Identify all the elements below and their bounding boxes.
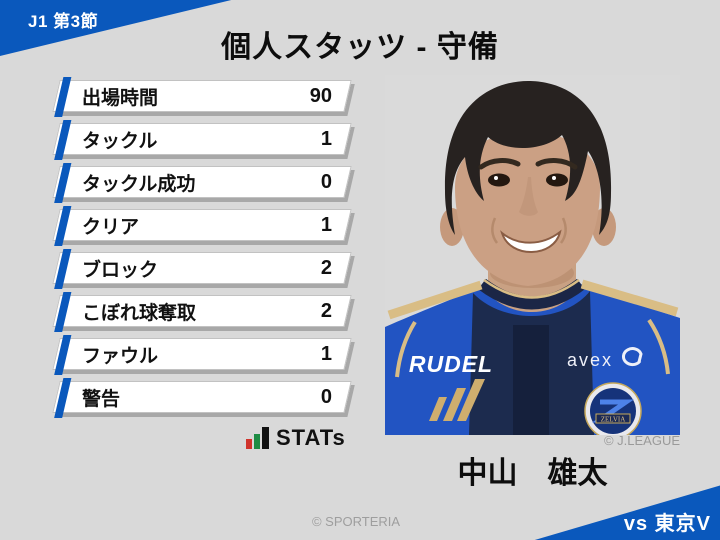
table-row: タックル成功 0 bbox=[52, 163, 352, 203]
stat-label: ファウル bbox=[82, 345, 159, 367]
crest-text: ZELVIA bbox=[601, 416, 626, 424]
table-row: こぼれ球奪取 2 bbox=[52, 292, 352, 332]
stat-label: クリア bbox=[82, 216, 140, 238]
jersey-sponsor-left: RUDEL bbox=[409, 351, 493, 377]
player-photo: RUDEL avex ZELVIA bbox=[385, 75, 680, 435]
stats-table: 出場時間 90 タックル 1 タックル成功 0 クリア 1 ブロック 2 こぼれ球奪取 2 … bbox=[52, 77, 352, 424]
table-row: ファウル 1 bbox=[52, 335, 352, 375]
stat-value: 0 bbox=[320, 385, 332, 408]
bar-chart-icon bbox=[246, 427, 269, 449]
site-credit: © SPORTERIA bbox=[311, 514, 401, 529]
stat-label: 出場時間 bbox=[82, 87, 159, 109]
stat-value: 1 bbox=[320, 127, 332, 150]
stat-value: 2 bbox=[320, 256, 332, 279]
table-row: タックル 1 bbox=[52, 120, 352, 160]
stat-label: こぼれ球奪取 bbox=[82, 302, 197, 324]
bar-red bbox=[246, 439, 252, 449]
stat-label: タックル bbox=[82, 130, 158, 152]
player-name: 中山 雄太 bbox=[457, 457, 608, 490]
page-title: 個人スタッツ - 守備 bbox=[221, 31, 499, 64]
stats-logo-text: STATs bbox=[276, 425, 346, 450]
table-row: ブロック 2 bbox=[52, 249, 352, 289]
table-row: クリア 1 bbox=[52, 206, 352, 246]
bar-green bbox=[254, 434, 260, 449]
round-badge-label: J1 第3節 bbox=[28, 12, 99, 31]
stat-value: 2 bbox=[320, 299, 332, 322]
table-row: 警告 0 bbox=[52, 378, 352, 418]
stat-value: 90 bbox=[309, 84, 332, 107]
stats-brand-logo: STATs bbox=[246, 424, 346, 449]
table-row: 出場時間 90 bbox=[52, 77, 352, 117]
club-crest: ZELVIA bbox=[584, 382, 642, 435]
stat-value: 1 bbox=[320, 213, 332, 236]
bar-black bbox=[262, 427, 269, 449]
stat-label: ブロック bbox=[82, 259, 159, 281]
player-portrait-illustration: RUDEL avex ZELVIA bbox=[385, 81, 680, 435]
stat-label: タックル成功 bbox=[82, 173, 196, 195]
stat-label: 警告 bbox=[82, 388, 121, 410]
stat-value: 0 bbox=[320, 170, 332, 193]
jersey-sponsor-right: avex bbox=[567, 350, 613, 370]
opponent-label: vs 東京V bbox=[623, 513, 711, 535]
stat-value: 1 bbox=[320, 342, 332, 365]
photo-credit: © J.LEAGUE bbox=[603, 433, 680, 448]
